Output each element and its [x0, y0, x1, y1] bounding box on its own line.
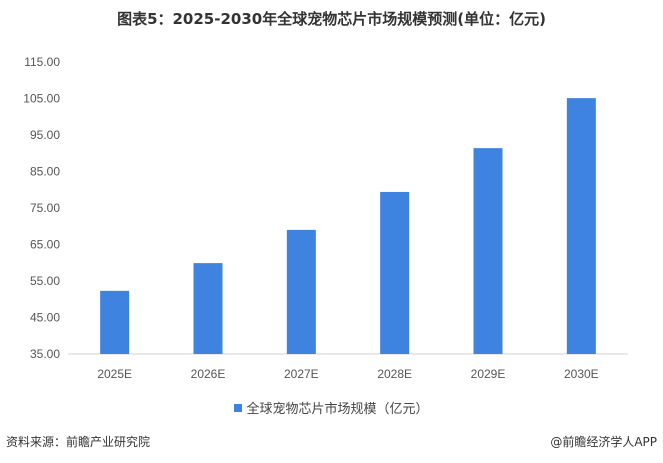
- source-note: 资料来源：前瞻产业研究院: [6, 435, 151, 449]
- y-tick-label: 35.00: [30, 347, 60, 361]
- y-tick-label: 55.00: [30, 274, 60, 288]
- x-tick-label: 2029E: [471, 367, 506, 381]
- y-tick-label: 95.00: [30, 128, 60, 142]
- x-tick-label: 2030E: [564, 367, 599, 381]
- y-tick-label: 65.00: [30, 238, 60, 252]
- x-tick-label: 2028E: [377, 367, 412, 381]
- bar-2028E: [380, 191, 410, 354]
- credit-note: @前瞻经济学人APP: [550, 435, 657, 449]
- bar-2030E: [566, 98, 596, 354]
- legend-swatch: [234, 404, 243, 412]
- y-tick-label: 105.00: [23, 92, 60, 106]
- x-tick-label: 2026E: [191, 367, 226, 381]
- bar-2029E: [473, 148, 503, 354]
- bar-2025E: [100, 290, 130, 354]
- x-tick-label: 2027E: [284, 367, 319, 381]
- y-tick-label: 45.00: [30, 311, 60, 325]
- x-tick-label: 2025E: [97, 367, 132, 381]
- bar-2026E: [193, 263, 223, 354]
- y-tick-label: 85.00: [30, 165, 60, 179]
- y-tick-label: 75.00: [30, 201, 60, 215]
- bar-2027E: [286, 229, 316, 354]
- y-tick-label: 115.00: [24, 55, 60, 69]
- chart-title: 图表5：2025-2030年全球宠物芯片市场规模预测(单位：亿元): [117, 10, 546, 28]
- legend: 全球宠物芯片市场规模（亿元）: [0, 398, 663, 417]
- legend-label: 全球宠物芯片市场规模（亿元）: [246, 402, 429, 417]
